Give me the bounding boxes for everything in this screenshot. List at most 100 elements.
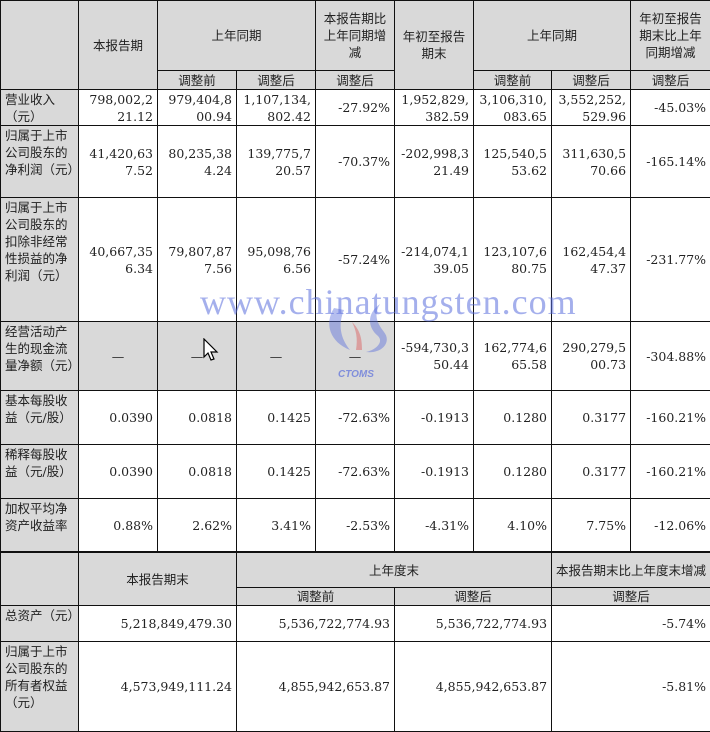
table-cell: -72.63% xyxy=(316,391,395,445)
table-cell: -5.81% xyxy=(552,642,710,732)
table-cell: -70.37% xyxy=(316,126,395,198)
table-cell: -27.92% xyxy=(316,90,395,126)
table-cell: 80,235,384.24 xyxy=(158,126,237,198)
mouse-pointer-icon xyxy=(203,338,219,362)
table-cell: 41,420,637.52 xyxy=(79,126,158,198)
table-cell: 5,536,722,774.93 xyxy=(395,606,552,642)
table-cell: 1,107,134,802.42 xyxy=(237,90,316,126)
row-label: 经营活动产生的现金流量净额（元） xyxy=(1,322,79,391)
header-after-adj-2: 调整后 xyxy=(395,588,552,606)
row-label: 稀释每股收益（元/股） xyxy=(1,445,79,499)
table-cell: 798,002,221.12 xyxy=(79,90,158,126)
table-cell: 0.0818 xyxy=(158,391,237,445)
header-ytd-change: 年初至报告期末比上年同期增减 xyxy=(631,1,710,71)
row-label: 基本每股收益（元/股） xyxy=(1,391,79,445)
header-before-adj-ytd: 调整前 xyxy=(474,71,552,90)
row-label: 归属于上市公司股东的扣除非经常性损益的净利润（元） xyxy=(1,198,79,322)
balance-table: 本报告期末 上年度末 本报告期末比上年度末增减 调整前 调整后 调整后 总资产（… xyxy=(0,552,710,732)
table-cell: 5,218,849,479.30 xyxy=(79,606,237,642)
header-after-adj-ytd-change: 调整后 xyxy=(631,71,710,90)
table-cell: 3,106,310,083.65 xyxy=(474,90,552,126)
table-cell: 290,279,500.73 xyxy=(552,322,631,391)
table-cell: 7.75% xyxy=(552,499,631,552)
header-same-period-last-year: 上年同期 xyxy=(158,1,316,71)
header-after-adj-change: 调整后 xyxy=(316,71,395,90)
table-cell: -202,998,321.49 xyxy=(395,126,474,198)
header-after-adj-ytd: 调整后 xyxy=(552,71,631,90)
header-same-period-last-year-ytd: 上年同期 xyxy=(474,1,631,71)
header-last-year-end: 上年度末 xyxy=(237,553,552,588)
table-cell: -2.53% xyxy=(316,499,395,552)
table-cell: 0.1280 xyxy=(474,445,552,499)
table-cell: 4.10% xyxy=(474,499,552,552)
table-cell: 0.1425 xyxy=(237,391,316,445)
table-cell: -160.21% xyxy=(631,445,710,499)
table-cell: 0.0390 xyxy=(79,391,158,445)
table-cell: 0.3177 xyxy=(552,391,631,445)
table-cell: -231.77% xyxy=(631,198,710,322)
header-change: 本报告期比上年同期增减 xyxy=(316,1,395,71)
table-cell: -0.1913 xyxy=(395,391,474,445)
quarterly-financials-table: 本报告期 上年同期 本报告期比上年同期增减 年初至报告期末 上年同期 年初至报告… xyxy=(0,0,710,552)
table-cell: 979,404,800.94 xyxy=(158,90,237,126)
table-cell: — xyxy=(79,322,158,391)
table-cell: 139,775,720.57 xyxy=(237,126,316,198)
row-label: 归属于上市公司股东的净利润（元） xyxy=(1,126,79,198)
table-cell: -214,074,139.05 xyxy=(395,198,474,322)
table-cell: 5,536,722,774.93 xyxy=(237,606,395,642)
table-cell: — xyxy=(158,322,237,391)
table-cell: 0.1425 xyxy=(237,445,316,499)
header-change-vs-year-end: 本报告期末比上年度末增减 xyxy=(552,553,710,588)
table-cell: 0.0818 xyxy=(158,445,237,499)
table-cell: 3.41% xyxy=(237,499,316,552)
table-cell: 311,630,570.66 xyxy=(552,126,631,198)
table-cell: 95,098,766.56 xyxy=(237,198,316,322)
table-cell: -0.1913 xyxy=(395,445,474,499)
table-cell: 40,667,356.34 xyxy=(79,198,158,322)
table-cell: 79,807,877.56 xyxy=(158,198,237,322)
table-cell: 4,855,942,653.87 xyxy=(395,642,552,732)
row-label: 营业收入（元） xyxy=(1,90,79,126)
table-cell: 0.88% xyxy=(79,499,158,552)
table-cell: -57.24% xyxy=(316,198,395,322)
table-cell: 1,952,829,382.59 xyxy=(395,90,474,126)
table-cell: 0.0390 xyxy=(79,445,158,499)
table-cell: -304.88% xyxy=(631,322,710,391)
table-cell: 4,573,949,111.24 xyxy=(79,642,237,732)
table-cell: -594,730,350.44 xyxy=(395,322,474,391)
row-label: 归属于上市公司股东的所有者权益（元） xyxy=(1,642,79,732)
header-before-adj-2: 调整前 xyxy=(237,588,395,606)
header-after-adj-change-2: 调整后 xyxy=(552,588,710,606)
corner-cell-2 xyxy=(1,553,79,606)
table-cell: 3,552,252,529.96 xyxy=(552,90,631,126)
table-cell: -72.63% xyxy=(316,445,395,499)
table-cell: -5.74% xyxy=(552,606,710,642)
ctoms-logo-text: CTOMS xyxy=(338,369,374,381)
table-cell: 2.62% xyxy=(158,499,237,552)
header-current-period-end: 本报告期末 xyxy=(79,553,237,606)
table-cell: 0.1280 xyxy=(474,391,552,445)
row-label: 总资产（元） xyxy=(1,606,79,642)
table-cell: 123,107,680.75 xyxy=(474,198,552,322)
table-cell: 4,855,942,653.87 xyxy=(237,642,395,732)
row-label: 加权平均净资产收益率 xyxy=(1,499,79,552)
table-cell: -160.21% xyxy=(631,391,710,445)
header-after-adj: 调整后 xyxy=(237,71,316,90)
table-cell: 162,454,447.37 xyxy=(552,198,631,322)
table-cell: -12.06% xyxy=(631,499,710,552)
table-cell: -45.03% xyxy=(631,90,710,126)
corner-cell xyxy=(1,1,79,90)
header-before-adj: 调整前 xyxy=(158,71,237,90)
header-ytd: 年初至报告期末 xyxy=(395,1,474,90)
table-cell: -165.14% xyxy=(631,126,710,198)
table-cell: 0.3177 xyxy=(552,445,631,499)
table-cell: 162,774,665.58 xyxy=(474,322,552,391)
